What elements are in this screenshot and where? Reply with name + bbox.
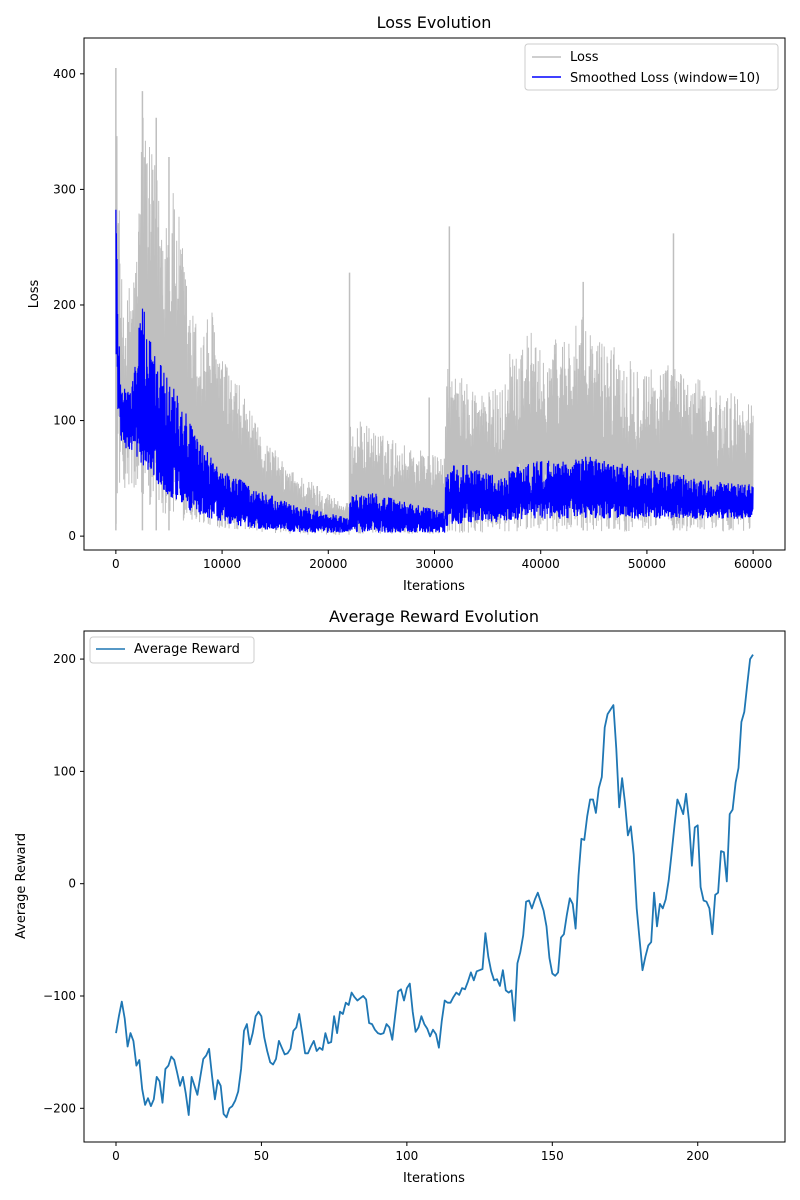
- loss-x-ticks: 0 10000 20000 30000 40000 50000 60000: [112, 550, 772, 571]
- reward-x-tick-label: 150: [541, 1149, 564, 1163]
- reward-chart: Average Reward Evolution 0 50 100 150 200 −2…: [14, 607, 786, 1186]
- smoothed-loss-line: [115, 209, 754, 533]
- reward-y-ticks: −200 −100 0 100 200: [43, 652, 84, 1115]
- loss-chart-title: Loss Evolution: [377, 13, 492, 32]
- reward-x-ticks: 0 50 100 150 200: [112, 1142, 709, 1163]
- loss-x-axis-label: Iterations: [403, 579, 465, 594]
- loss-chart: Loss Evolution 0 10000 20000 30000 40000 5000…: [27, 13, 786, 594]
- loss-y-tick-label: 0: [68, 529, 76, 543]
- loss-y-tick-label: 400: [53, 67, 76, 81]
- loss-y-tick-label: 100: [53, 414, 76, 428]
- loss-x-tick-label: 50000: [628, 557, 666, 571]
- reward-x-tick-label: 0: [112, 1149, 120, 1163]
- loss-x-tick-label: 60000: [734, 557, 772, 571]
- reward-y-axis-label: Average Reward: [14, 833, 29, 939]
- loss-y-axis-label: Loss: [27, 280, 42, 309]
- reward-y-tick-label: 0: [68, 877, 76, 891]
- reward-x-axis-label: Iterations: [403, 1171, 465, 1186]
- loss-legend-box: [524, 43, 779, 91]
- loss-x-tick-label: 20000: [309, 557, 347, 571]
- loss-x-tick-label: 30000: [415, 557, 453, 571]
- reward-y-tick-label: −200: [43, 1101, 76, 1115]
- loss-x-tick-label: 10000: [203, 557, 241, 571]
- reward-legend-box: [89, 636, 255, 664]
- loss-legend: Loss Smoothed Loss (window=10): [524, 43, 779, 91]
- smoothed-loss-legend-label: Smoothed Loss (window=10): [570, 71, 760, 86]
- reward-plot-frame: [83, 630, 786, 1143]
- loss-y-tick-label: 300: [53, 182, 76, 196]
- reward-chart-title: Average Reward Evolution: [329, 607, 539, 626]
- loss-y-ticks: 0 100 200 300 400: [53, 67, 84, 543]
- reward-y-tick-label: 100: [53, 764, 76, 778]
- reward-legend: Average Reward: [89, 636, 255, 664]
- loss-legend-label: Loss: [570, 50, 599, 65]
- loss-x-tick-label: 40000: [522, 557, 560, 571]
- average-reward-legend-label: Average Reward: [134, 642, 240, 657]
- loss-x-tick-label: 0: [112, 557, 120, 571]
- reward-x-tick-label: 100: [395, 1149, 418, 1163]
- smoothed-loss-series: [115, 209, 754, 533]
- reward-x-tick-label: 200: [686, 1149, 709, 1163]
- average-reward-line: [115, 654, 754, 1119]
- reward-y-tick-label: −100: [43, 989, 76, 1003]
- loss-y-tick-label: 200: [53, 298, 76, 312]
- reward-x-tick-label: 50: [254, 1149, 269, 1163]
- reward-y-tick-label: 200: [53, 652, 76, 666]
